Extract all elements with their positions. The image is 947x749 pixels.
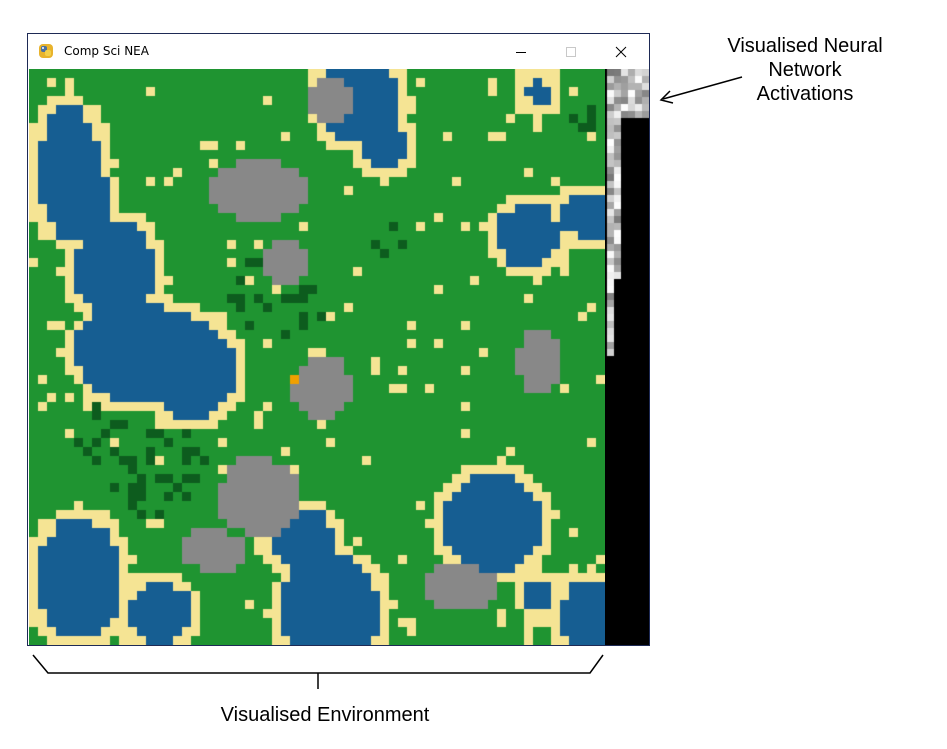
neural-network-activations (605, 69, 649, 645)
title-bar[interactable]: Comp Sci NEA (28, 34, 649, 69)
python-icon (39, 44, 53, 58)
minimize-button[interactable] (498, 34, 544, 69)
network-annotation-line2: Network (768, 59, 842, 81)
network-annotation-line1: Visualised Neural (727, 35, 883, 57)
environment-brace (32, 654, 604, 689)
maximize-icon (566, 46, 576, 57)
environment-grid (29, 69, 605, 645)
network-annotation-line3: Activations (756, 83, 854, 105)
maximize-button[interactable] (548, 34, 594, 69)
app-window: Comp Sci NEA (27, 33, 650, 646)
window-title: Comp Sci NEA (64, 44, 149, 58)
close-icon (615, 46, 627, 57)
network-annotation: Visualised Neural Network Activations (680, 34, 930, 106)
minimize-icon (516, 51, 526, 53)
close-button[interactable] (598, 34, 644, 69)
environment-annotation: Visualised Environment (220, 704, 430, 726)
window-content (29, 69, 649, 645)
